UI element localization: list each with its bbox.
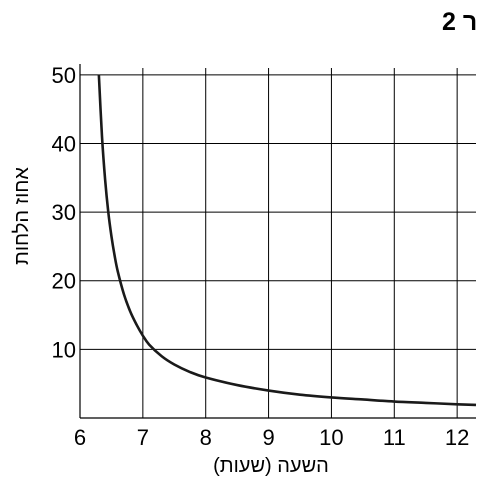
x-tick-label: 9 xyxy=(262,425,274,450)
y-tick-label: 40 xyxy=(52,131,76,156)
axes xyxy=(79,64,476,419)
x-tick-labels: 6 7 8 9 10 11 12 xyxy=(74,425,470,450)
series-line xyxy=(97,74,477,407)
x-tick-label: 10 xyxy=(319,425,343,450)
x-tick-label: 12 xyxy=(445,425,469,450)
chart-title: חדר מספר 2 xyxy=(442,8,478,36)
x-tick-label: 11 xyxy=(383,425,406,450)
y-tick-label: 10 xyxy=(52,337,76,362)
y-axis-label: אחוז הלחות xyxy=(11,167,33,265)
x-tick-label: 6 xyxy=(74,425,86,450)
y-tick-label: 50 xyxy=(52,63,76,88)
y-tick-labels: 10 20 30 40 50 xyxy=(52,63,76,363)
grid xyxy=(80,68,476,418)
x-tick-label: 7 xyxy=(137,425,149,450)
x-axis-label: השעה (שעות) xyxy=(213,455,329,477)
y-tick-label: 20 xyxy=(52,269,76,294)
y-tick-label: 30 xyxy=(52,200,76,225)
x-tick-label: 8 xyxy=(200,425,212,450)
series-layer xyxy=(97,74,477,407)
